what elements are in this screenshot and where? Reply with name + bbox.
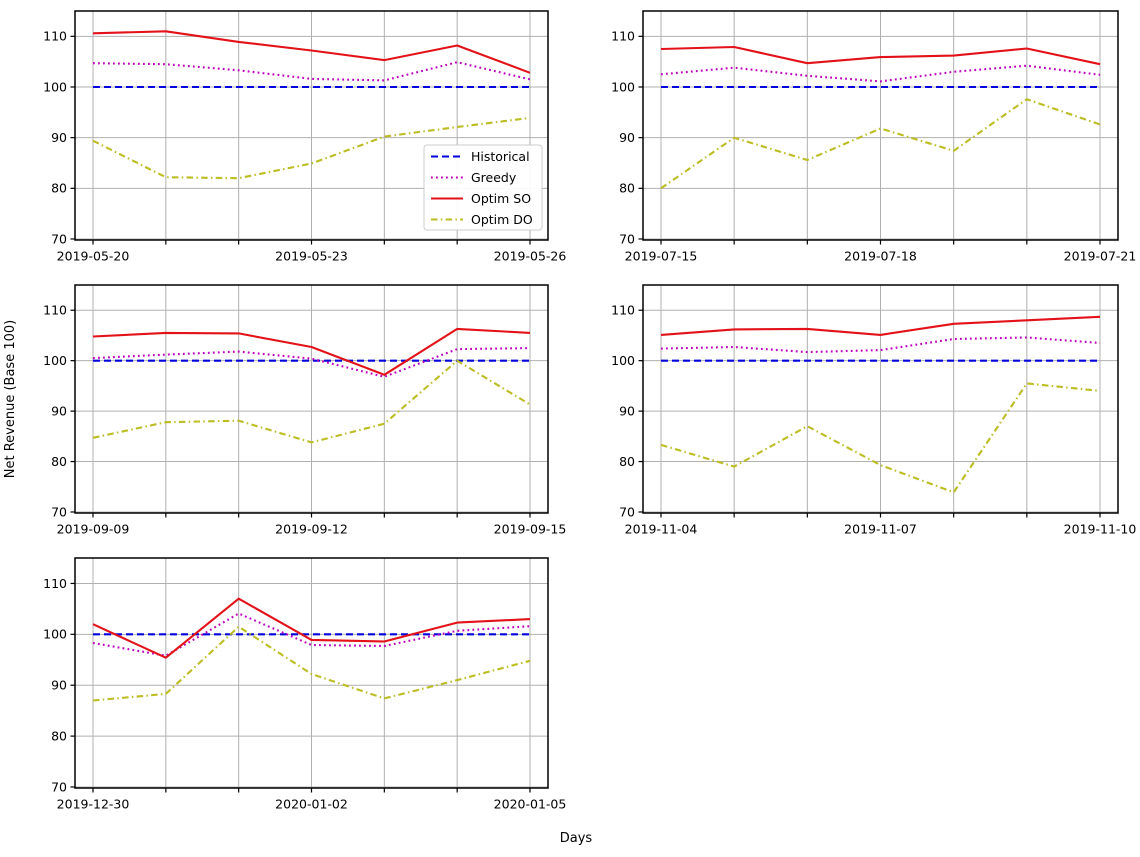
y-tick-label: 80 [619,181,635,196]
tick-marks [70,309,531,518]
y-tick-label: 80 [51,728,67,743]
line-optim-so [92,327,531,376]
y-tick-label: 100 [611,353,635,368]
y-axis-label: Net Revenue (Base 100) [3,320,18,478]
line-greedy [660,64,1101,83]
x-tick-label: 2019-05-26 [494,249,567,264]
x-tick-label: 2019-09-12 [275,522,348,537]
x-tick-label: 2019-11-04 [625,522,698,537]
y-tick-label: 100 [43,353,67,368]
x-axis-label: Days [560,831,593,846]
x-tick-label: 2019-09-15 [494,522,567,537]
y-tick-label: 110 [43,29,67,44]
x-tick-label: 2019-07-21 [1064,249,1137,264]
subplot-2: 70 80 90 100 110 2019-07-15 2019-07-18 2019-07-… [611,10,1137,264]
y-tick-label: 90 [619,403,635,418]
line-optim-do [660,382,1101,494]
y-tick-label: 70 [51,779,67,794]
y-tick-label: 110 [611,303,635,318]
y-tick-label: 100 [43,79,67,94]
legend-label: Greedy [471,170,517,185]
subplot-3: 70 80 90 100 110 2019-09-09 2019-09-12 2019-09-… [43,284,567,537]
x-tick-label: 2020-01-02 [275,797,348,812]
x-tick-label: 2019-09-09 [57,522,130,537]
x-tick-label: 2019-07-18 [844,249,917,264]
line-optim-so [660,315,1101,336]
y-tick-label: 100 [43,627,67,642]
line-optim-do [92,625,531,702]
line-optim-so [92,30,531,74]
line-optim-so [660,45,1101,66]
y-tick-label: 90 [51,403,67,418]
y-tick-label: 70 [619,504,635,519]
y-tick-label: 80 [51,181,67,196]
y-tick-label: 110 [43,576,67,591]
subplot-5: 70 80 90 100 110 2019-12-30 2020-01-02 2020-01-… [43,557,567,812]
y-tick-label: 80 [619,454,635,469]
y-tick-label: 100 [611,79,635,94]
x-tick-label: 2019-05-23 [275,249,348,264]
legend-label: Historical [471,149,530,164]
y-tick-label: 70 [619,231,635,246]
tick-marks [70,582,531,793]
grid [643,11,1118,240]
y-tick-label: 70 [51,504,67,519]
tick-marks [638,309,1101,518]
legend-entry: Greedy [431,170,517,185]
y-tick-label: 90 [51,130,67,145]
line-optim-do [92,359,531,444]
x-tick-label: 2019-12-30 [57,797,130,812]
y-tick-label: 80 [51,454,67,469]
grid [75,285,548,513]
y-tick-label: 110 [611,29,635,44]
line-optim-do [92,116,531,180]
subplot-1: 70 80 90 100 110 2019-05-20 2019-05-23 2019-05-… [43,10,567,264]
x-tick-label: 2019-07-15 [625,249,698,264]
y-tick-label: 90 [51,678,67,693]
line-optim-so [92,597,531,659]
subplot-4: 70 80 90 100 110 2019-11-04 2019-11-07 2019-11-… [611,284,1137,537]
y-tick-label: 110 [43,303,67,318]
x-tick-label: 2020-01-05 [494,797,567,812]
y-tick-label: 70 [51,231,67,246]
legend-box [423,144,543,231]
legend-entry: Optim DO [431,212,533,227]
legend: Historical Greedy Optim SO Optim DO [423,144,543,231]
tick-marks [638,35,1101,245]
x-tick-label: 2019-05-20 [57,249,130,264]
subplots-group: 70 80 90 100 110 2019-05-20 2019-05-23 2019-05-… [43,10,1137,812]
legend-label: Optim SO [471,191,531,206]
legend-entry: Historical [431,149,530,164]
tick-marks [70,35,531,245]
x-tick-label: 2019-11-10 [1064,522,1137,537]
y-tick-label: 90 [619,130,635,145]
x-tick-label: 2019-11-07 [844,522,917,537]
line-optim-do [660,98,1101,190]
legend-label: Optim DO [471,212,533,227]
legend-entry: Optim SO [431,191,531,206]
